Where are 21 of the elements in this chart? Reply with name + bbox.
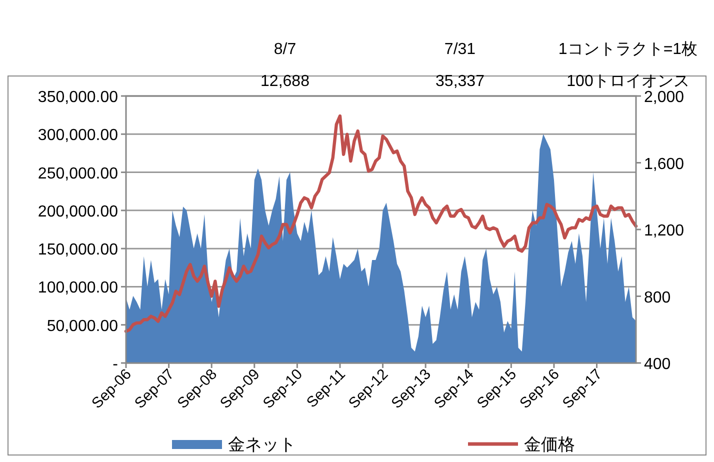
annotation: 7/31 bbox=[444, 41, 476, 58]
legend-label: 金価格 bbox=[524, 435, 575, 454]
legend-label: 金ネット bbox=[228, 435, 296, 454]
annotation: 8/7 bbox=[274, 41, 296, 58]
annotation: 1コントラクト=1枚 bbox=[558, 41, 698, 58]
y-tick-label: 100,000.00 bbox=[38, 280, 118, 297]
y2-tick-label: 2,000 bbox=[644, 89, 684, 106]
y2-tick-label: 1,200 bbox=[644, 222, 684, 240]
y-tick-label: 350,000.00 bbox=[38, 89, 118, 106]
y-tick-label: 250,000.00 bbox=[38, 165, 118, 182]
y-tick-label: - bbox=[112, 356, 118, 373]
y-tick-label: 300,000.00 bbox=[38, 127, 118, 144]
annotation: 35,337 bbox=[436, 73, 484, 90]
y-tick-label: 50,000.00 bbox=[46, 318, 118, 335]
y-tick-label: 150,000.00 bbox=[38, 242, 118, 259]
y2-tick-label: 1,600 bbox=[644, 156, 684, 173]
annotation: 12,688 bbox=[260, 73, 310, 90]
y2-tick-label: 400 bbox=[644, 356, 671, 373]
annotation: 100トロイオンス bbox=[566, 73, 690, 90]
y2-tick-label: 800 bbox=[644, 289, 671, 306]
y-tick-label: 200,000.00 bbox=[38, 203, 118, 220]
